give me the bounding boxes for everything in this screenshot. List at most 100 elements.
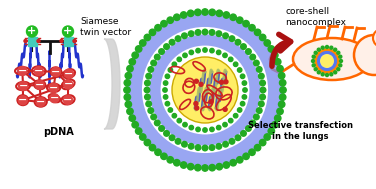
Circle shape [279,101,285,108]
Circle shape [52,67,61,76]
Text: −: − [49,82,58,92]
Circle shape [280,87,286,93]
Circle shape [271,122,278,128]
Circle shape [151,60,156,66]
Circle shape [216,163,223,170]
Circle shape [268,128,274,134]
Text: pDNA: pDNA [42,127,73,137]
Circle shape [317,48,320,51]
Circle shape [35,80,44,89]
Circle shape [229,139,235,144]
Circle shape [175,36,181,41]
Circle shape [64,80,73,89]
Circle shape [175,139,181,144]
Circle shape [148,67,153,72]
Circle shape [230,160,237,166]
Circle shape [311,60,314,63]
Text: −: − [18,95,27,105]
Circle shape [326,46,329,49]
Circle shape [209,9,215,15]
Circle shape [172,114,177,118]
Circle shape [203,48,207,52]
Text: −: − [36,97,45,107]
Circle shape [233,62,238,67]
Circle shape [183,122,187,127]
Circle shape [243,88,247,92]
Circle shape [259,139,266,146]
Circle shape [124,87,130,93]
Circle shape [199,82,203,86]
Circle shape [217,50,221,55]
Circle shape [182,33,187,39]
Circle shape [62,26,73,37]
Circle shape [277,65,283,72]
Circle shape [254,29,261,36]
Circle shape [169,135,175,141]
Circle shape [279,94,286,100]
Circle shape [250,120,256,126]
FancyArrowPatch shape [272,34,291,66]
Circle shape [161,20,167,27]
Circle shape [202,165,208,171]
Circle shape [18,81,27,91]
Circle shape [195,106,199,110]
Circle shape [240,74,245,78]
Circle shape [124,94,130,100]
Circle shape [259,101,264,107]
Circle shape [146,73,152,79]
Circle shape [203,128,207,132]
Circle shape [177,119,182,123]
Circle shape [256,67,262,72]
Circle shape [268,46,274,52]
Circle shape [242,81,247,85]
Circle shape [229,36,235,41]
Circle shape [145,94,150,100]
Circle shape [188,143,194,149]
Circle shape [223,122,227,127]
Circle shape [220,80,223,84]
Circle shape [144,139,150,146]
Circle shape [259,34,266,41]
Circle shape [256,108,262,113]
Circle shape [50,94,59,103]
Circle shape [159,126,164,131]
Circle shape [317,71,320,74]
Circle shape [337,68,340,71]
Circle shape [167,157,173,163]
Circle shape [321,55,333,67]
Circle shape [242,95,247,99]
Circle shape [169,40,175,45]
Circle shape [253,114,259,120]
Circle shape [132,52,138,58]
Circle shape [209,100,213,104]
Circle shape [196,127,200,132]
Text: −: − [34,66,44,76]
Circle shape [337,51,340,54]
Circle shape [163,88,167,92]
Circle shape [223,162,229,168]
Circle shape [237,68,242,72]
Circle shape [279,72,285,79]
Text: −: − [63,94,73,105]
Text: −: − [51,67,61,77]
Circle shape [373,29,376,47]
Text: +: + [64,26,73,36]
Circle shape [49,83,58,92]
Circle shape [189,125,194,130]
Circle shape [149,29,156,36]
Circle shape [277,108,283,115]
Circle shape [237,17,243,23]
Circle shape [259,73,264,79]
Circle shape [155,120,160,126]
Circle shape [321,46,324,49]
Circle shape [217,125,221,130]
Circle shape [235,40,241,45]
Circle shape [210,127,214,132]
Circle shape [321,73,324,76]
Text: −: − [18,81,28,91]
Circle shape [195,145,201,150]
Circle shape [195,164,201,171]
Circle shape [180,162,187,168]
Circle shape [235,135,241,141]
Circle shape [210,48,214,53]
